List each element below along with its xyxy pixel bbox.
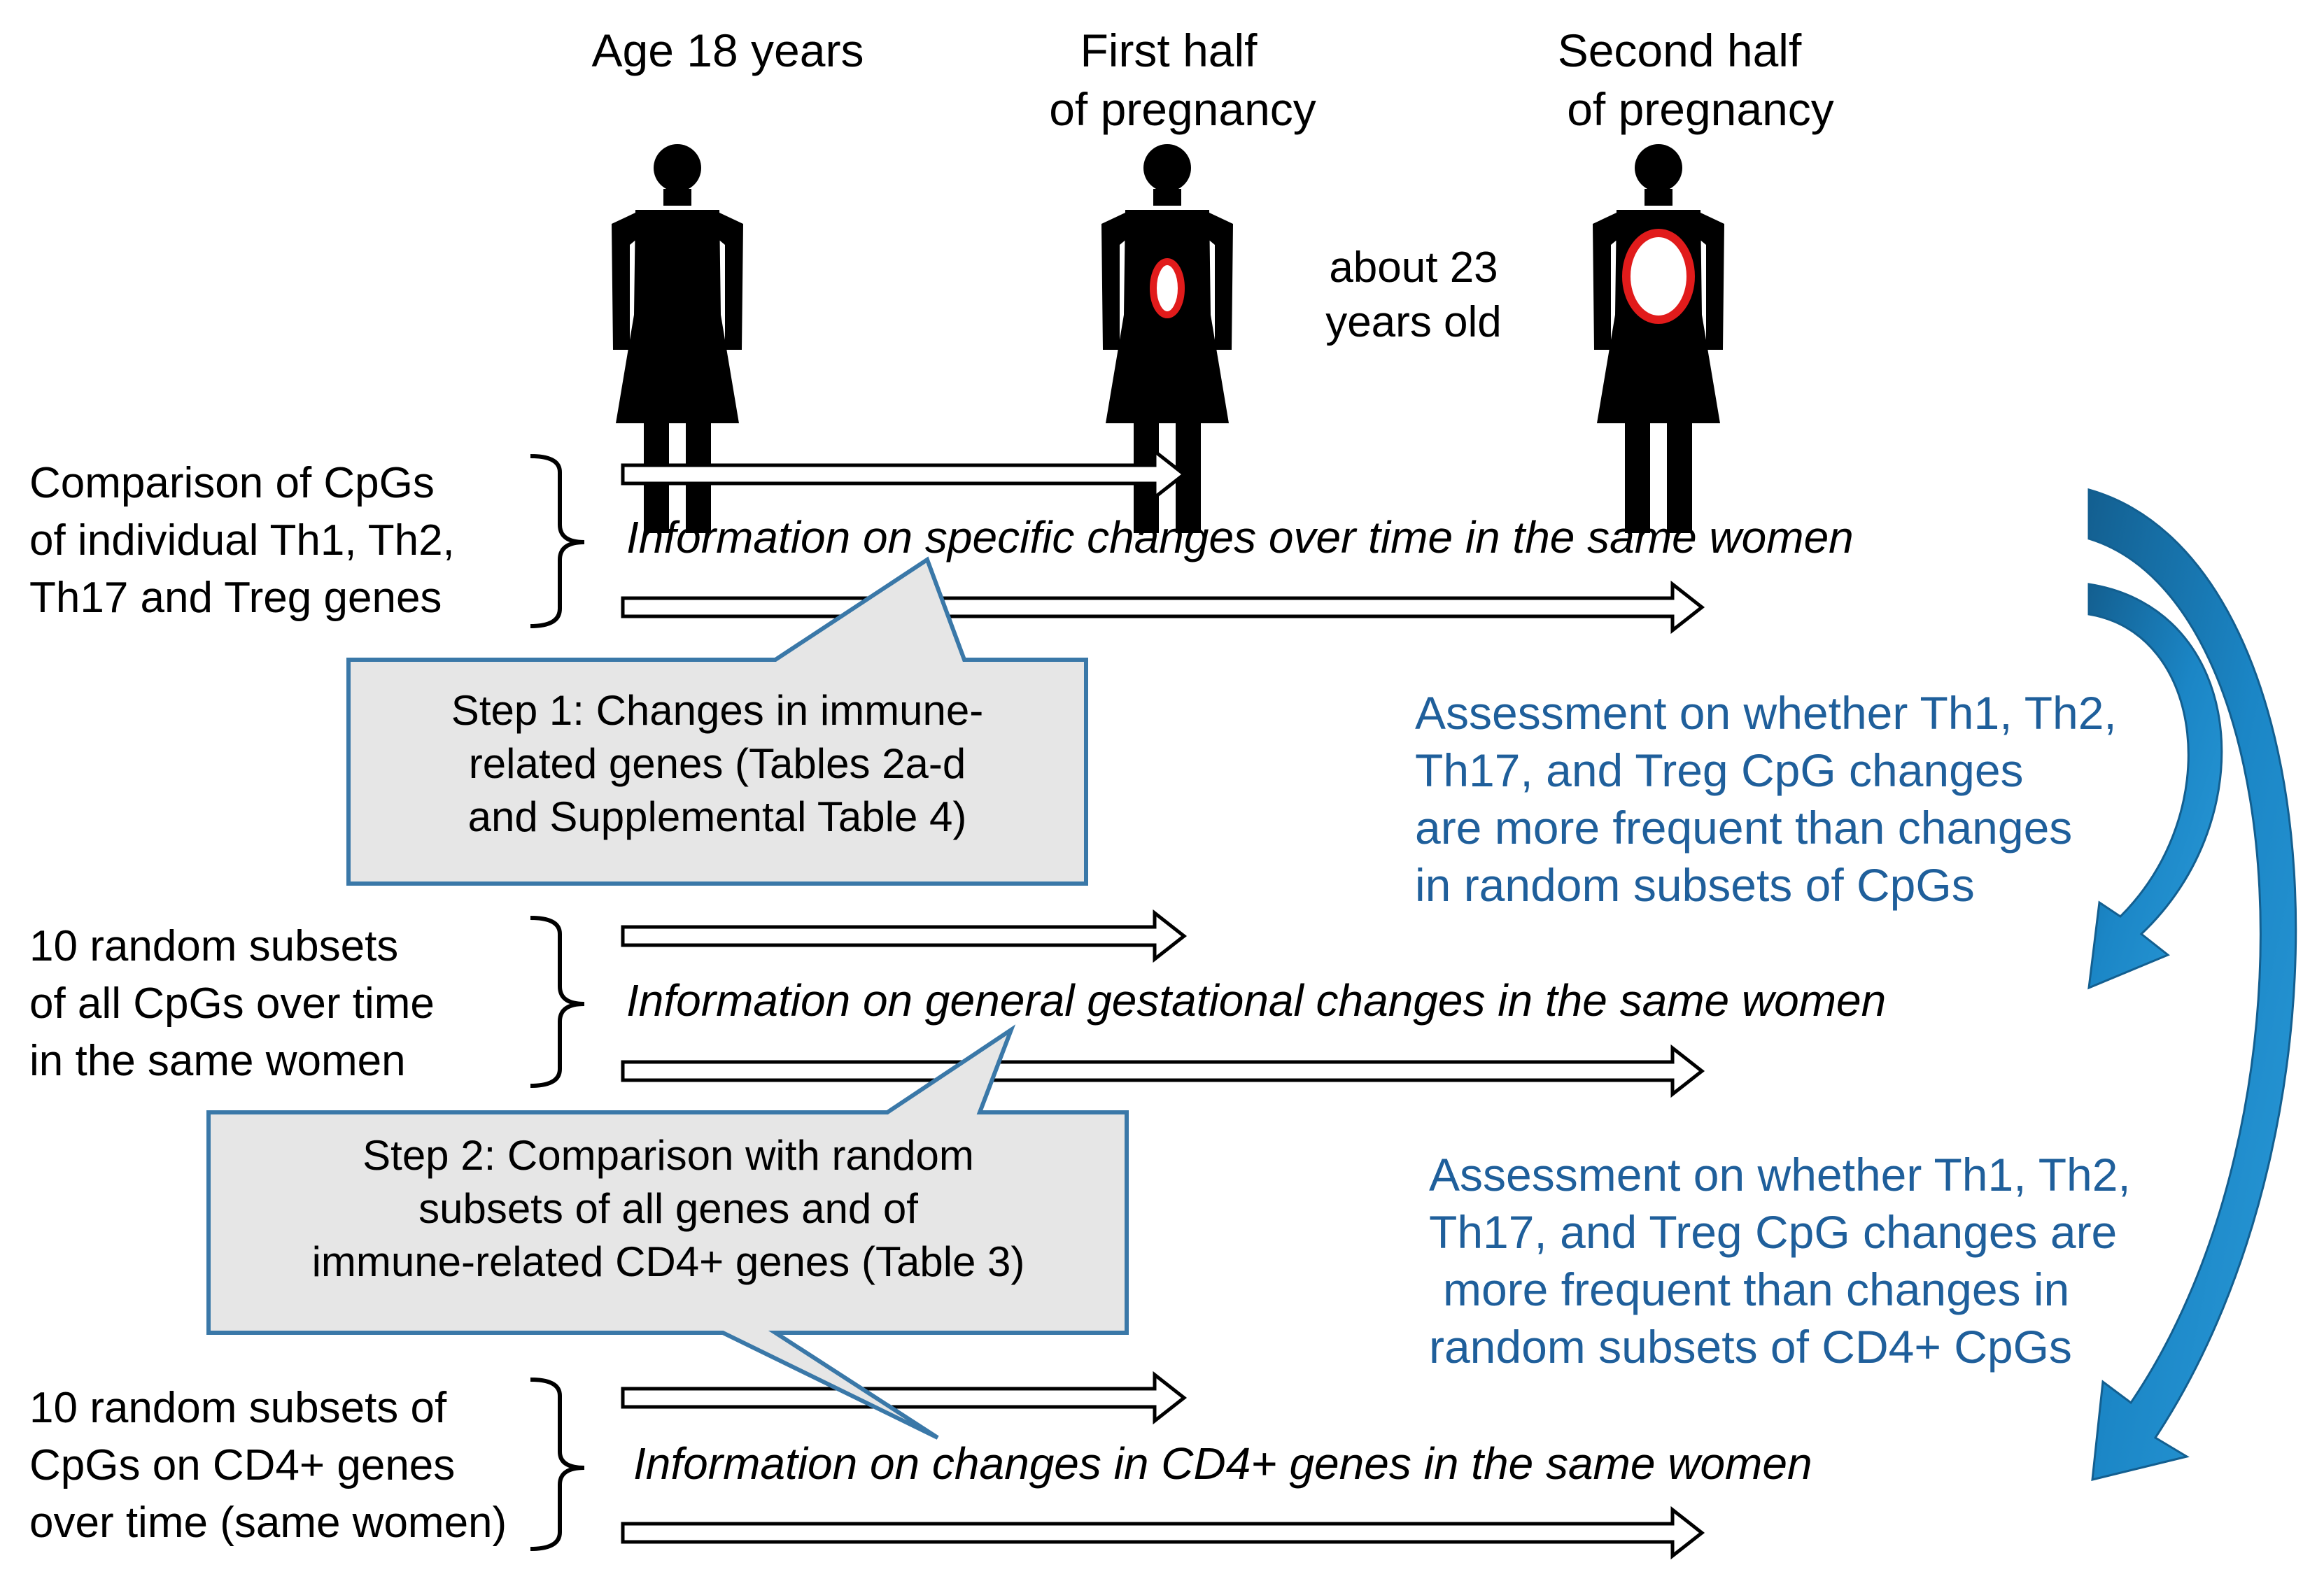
brace-row-3 xyxy=(530,1378,585,1551)
header-second-half-pregnancy: Second half of pregnancy xyxy=(1557,24,1834,135)
row-2-info: Information on general gestational chang… xyxy=(626,975,1887,1026)
assessment-1-text: Assessment on whether Th1, Th2, Th17, an… xyxy=(1415,687,2117,911)
step-1-callout xyxy=(346,556,1088,886)
timeline-arrow-row3-second-half xyxy=(621,1506,1705,1560)
timeline-arrow-row2-second-half xyxy=(621,1044,1705,1098)
step-1-text: Step 1: Changes in immune- related genes… xyxy=(451,687,984,840)
timeline-arrow-row1-first-half xyxy=(621,447,1188,502)
blue-arrow-short xyxy=(2087,583,2223,990)
pregnant-woman-first-half-icon xyxy=(1101,144,1233,533)
timeline-arrow-row1-second-half xyxy=(621,580,1705,635)
step-2-callout xyxy=(206,1024,1129,1440)
blue-arrow-long xyxy=(2087,488,2297,1481)
step-2-text: Step 2: Comparison with random subsets o… xyxy=(311,1132,1025,1285)
brace-row-1 xyxy=(530,454,585,628)
row-1-label: Comparison of CpGs of individual Th1, Th… xyxy=(29,459,455,622)
row-2-label: 10 random subsets of all CpGs over time … xyxy=(29,922,435,1085)
header-first-half-pregnancy: First half of pregnancy xyxy=(1049,24,1316,135)
row-1-info: Information on specific changes over tim… xyxy=(626,512,1854,562)
row-3-label: 10 random subsets of CpGs on CD4+ genes … xyxy=(29,1384,507,1547)
age-note: about 23 years old xyxy=(1325,243,1502,346)
brace-row-2 xyxy=(530,916,585,1088)
timeline-arrow-row3-first-half xyxy=(621,1371,1188,1425)
timeline-arrow-row2-first-half xyxy=(621,909,1188,963)
pregnant-woman-second-half-icon xyxy=(1593,144,1724,533)
header-age-18: Age 18 years xyxy=(591,24,864,76)
row-3-info: Information on changes in CD4+ genes in … xyxy=(633,1438,1812,1489)
assessment-2-text: Assessment on whether Th1, Th2, Th17, an… xyxy=(1429,1149,2131,1373)
